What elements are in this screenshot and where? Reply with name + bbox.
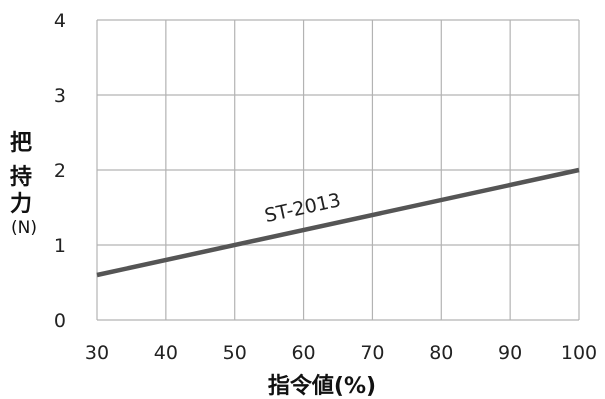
y-axis-title-char-2: 持 xyxy=(10,165,32,190)
y-tick-label-0: 0 xyxy=(54,310,66,332)
x-tick-label-50: 50 xyxy=(223,342,247,364)
x-axis-ticks: 30 40 50 60 70 80 90 100 xyxy=(85,342,597,364)
y-axis-title-char-1: 把 xyxy=(10,130,32,156)
y-tick-label-4: 4 xyxy=(54,10,66,32)
x-tick-label-80: 80 xyxy=(429,342,453,364)
y-axis-unit: (N) xyxy=(11,218,37,238)
x-tick-label-70: 70 xyxy=(360,342,384,364)
y-tick-label-3: 3 xyxy=(54,85,66,107)
x-axis-title: 指令値(%) xyxy=(268,373,376,399)
x-tick-label-60: 60 xyxy=(291,342,315,364)
series-layer: ST-2013 xyxy=(96,167,580,278)
grid xyxy=(96,19,580,321)
y-axis-title-char-3: 力 xyxy=(10,192,32,217)
y-tick-label-1: 1 xyxy=(54,235,66,257)
x-tick-label-90: 90 xyxy=(498,342,522,364)
x-tick-label-30: 30 xyxy=(85,342,109,364)
x-tick-label-40: 40 xyxy=(154,342,178,364)
x-tick-label-100: 100 xyxy=(561,342,597,364)
y-axis-ticks: 0 1 2 3 4 xyxy=(54,10,66,332)
series-label-1: ST-2013 xyxy=(263,189,343,227)
y-tick-label-2: 2 xyxy=(54,160,66,182)
series-line-1 xyxy=(96,167,580,278)
